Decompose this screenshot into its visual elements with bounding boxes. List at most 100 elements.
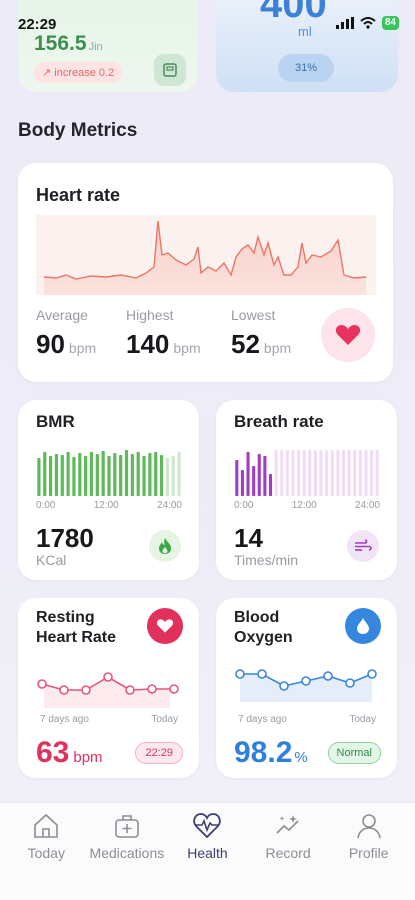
title-line: Resting [36, 609, 95, 626]
weight-unit: Jin [88, 41, 103, 53]
home-icon [34, 813, 59, 838]
range-start: 7 days ago [238, 714, 287, 725]
scale-icon[interactable] [154, 54, 186, 86]
tab-health[interactable]: Health [167, 811, 248, 900]
bar [325, 450, 329, 496]
tab-label: Medications [89, 845, 165, 861]
heart-icon[interactable] [321, 308, 375, 362]
weight-card[interactable]: 156.5 Jin ↗ increase 0.2 [18, 0, 198, 92]
stat-unit: bpm [68, 340, 97, 356]
bar [347, 450, 351, 496]
battery-icon: 84 [381, 16, 399, 30]
tick-label: 0:00 [36, 500, 56, 511]
bar [291, 450, 295, 496]
title-line: Heart Rate [36, 629, 117, 646]
range-end: Today [151, 714, 178, 725]
bar [341, 450, 346, 496]
title-line: Oxygen [234, 629, 293, 646]
blood-oxygen-title: Blood Oxygen [234, 608, 293, 648]
tick-label: 0:00 [234, 500, 254, 511]
breath-rate-ticks: 0:00 12:00 24:00 [234, 500, 380, 511]
section-title: Body Metrics [18, 120, 138, 141]
bar [353, 450, 357, 496]
value-number: 63 [36, 736, 70, 769]
status-bar: 22:29 84 [0, 0, 415, 46]
status-time: 22:29 [18, 16, 57, 33]
weight-value: 156.5 Jin [34, 32, 103, 56]
bar [358, 450, 362, 496]
bar [268, 474, 273, 496]
title-line: Blood [234, 609, 280, 626]
bar [302, 450, 306, 496]
heart-rate-card[interactable]: Heart rate Average 90 bpm Highest 140 bpm … [18, 163, 393, 382]
bar [66, 452, 70, 496]
medkit-icon [115, 815, 139, 838]
resting-heart-rate-chart [37, 672, 179, 708]
stat-unit: bpm [263, 340, 292, 356]
bmr-card[interactable]: BMR 0:00 12:00 24:00 1780 KCal [18, 400, 199, 580]
breath-rate-bar-chart [235, 450, 379, 496]
bar [89, 452, 94, 496]
breath-rate-unit: Times/min [234, 552, 299, 568]
tab-today[interactable]: Today [6, 811, 87, 900]
heart-pulse-icon [193, 813, 222, 839]
heart-icon [147, 608, 183, 644]
bar [297, 450, 301, 496]
range-start: 7 days ago [40, 714, 89, 725]
bar [274, 450, 278, 496]
bar [257, 454, 261, 496]
tick-label: 24:00 [156, 500, 182, 511]
water-card[interactable]: 400 ml 31% [216, 0, 398, 92]
stat-number: 52 [231, 329, 260, 359]
bar [136, 452, 140, 496]
bar [113, 453, 117, 496]
stat-value: 52 bpm [231, 329, 291, 360]
blood-oxygen-range: 7 days ago Today [238, 714, 376, 725]
blood-oxygen-value: 98.2% [234, 736, 308, 770]
resting-heart-rate-value: 63 bpm [36, 736, 103, 770]
bar [95, 454, 99, 496]
bar [319, 450, 323, 496]
bar [370, 450, 374, 496]
stat-label: Lowest [231, 307, 276, 323]
bar [285, 450, 289, 496]
tab-label: Profile [348, 845, 389, 861]
bmr-ticks: 0:00 12:00 24:00 [36, 500, 182, 511]
weight-number: 156.5 [34, 32, 87, 55]
bar [240, 470, 244, 496]
tab-medications[interactable]: Medications [87, 811, 168, 900]
bar [171, 456, 175, 496]
wind-icon [347, 530, 379, 562]
resting-heart-rate-time: 22:29 [135, 742, 183, 764]
bar [60, 455, 64, 496]
weight-change-text: increase 0.2 [54, 67, 115, 79]
blood-oxygen-card[interactable]: Blood Oxygen 7 days ago Today 98.2% Norm… [216, 598, 397, 778]
bar [84, 456, 88, 496]
droplet-icon [345, 608, 381, 644]
value-number: 98.2 [234, 736, 293, 769]
stat-highest: Highest 140 bpm [126, 307, 201, 360]
tick-label: 12:00 [93, 500, 119, 511]
tab-profile[interactable]: Profile [328, 811, 409, 900]
bar [280, 450, 284, 496]
breath-rate-title: Breath rate [234, 412, 324, 431]
breath-rate-value: 14 [234, 523, 263, 553]
bar [101, 451, 105, 496]
stat-unit: bpm [173, 340, 201, 356]
bar [165, 458, 169, 496]
trend-up-icon: ↗ [42, 67, 52, 79]
person-icon [356, 814, 381, 839]
stat-value: 90 bpm [36, 329, 96, 360]
bar [308, 450, 312, 496]
heart-rate-chart [36, 215, 376, 295]
bar [364, 450, 368, 496]
tab-record[interactable]: Record [248, 811, 329, 900]
bar [72, 457, 76, 496]
tick-label: 24:00 [354, 500, 380, 511]
breath-rate-card[interactable]: Breath rate 0:00 12:00 24:00 14 Times/mi… [216, 400, 397, 580]
resting-heart-rate-card[interactable]: Resting Heart Rate 7 days ago Today 63 bp… [18, 598, 199, 778]
tab-label: Today [27, 845, 65, 861]
bar [375, 450, 379, 496]
bar [43, 452, 47, 496]
stat-label: Average [36, 307, 88, 323]
